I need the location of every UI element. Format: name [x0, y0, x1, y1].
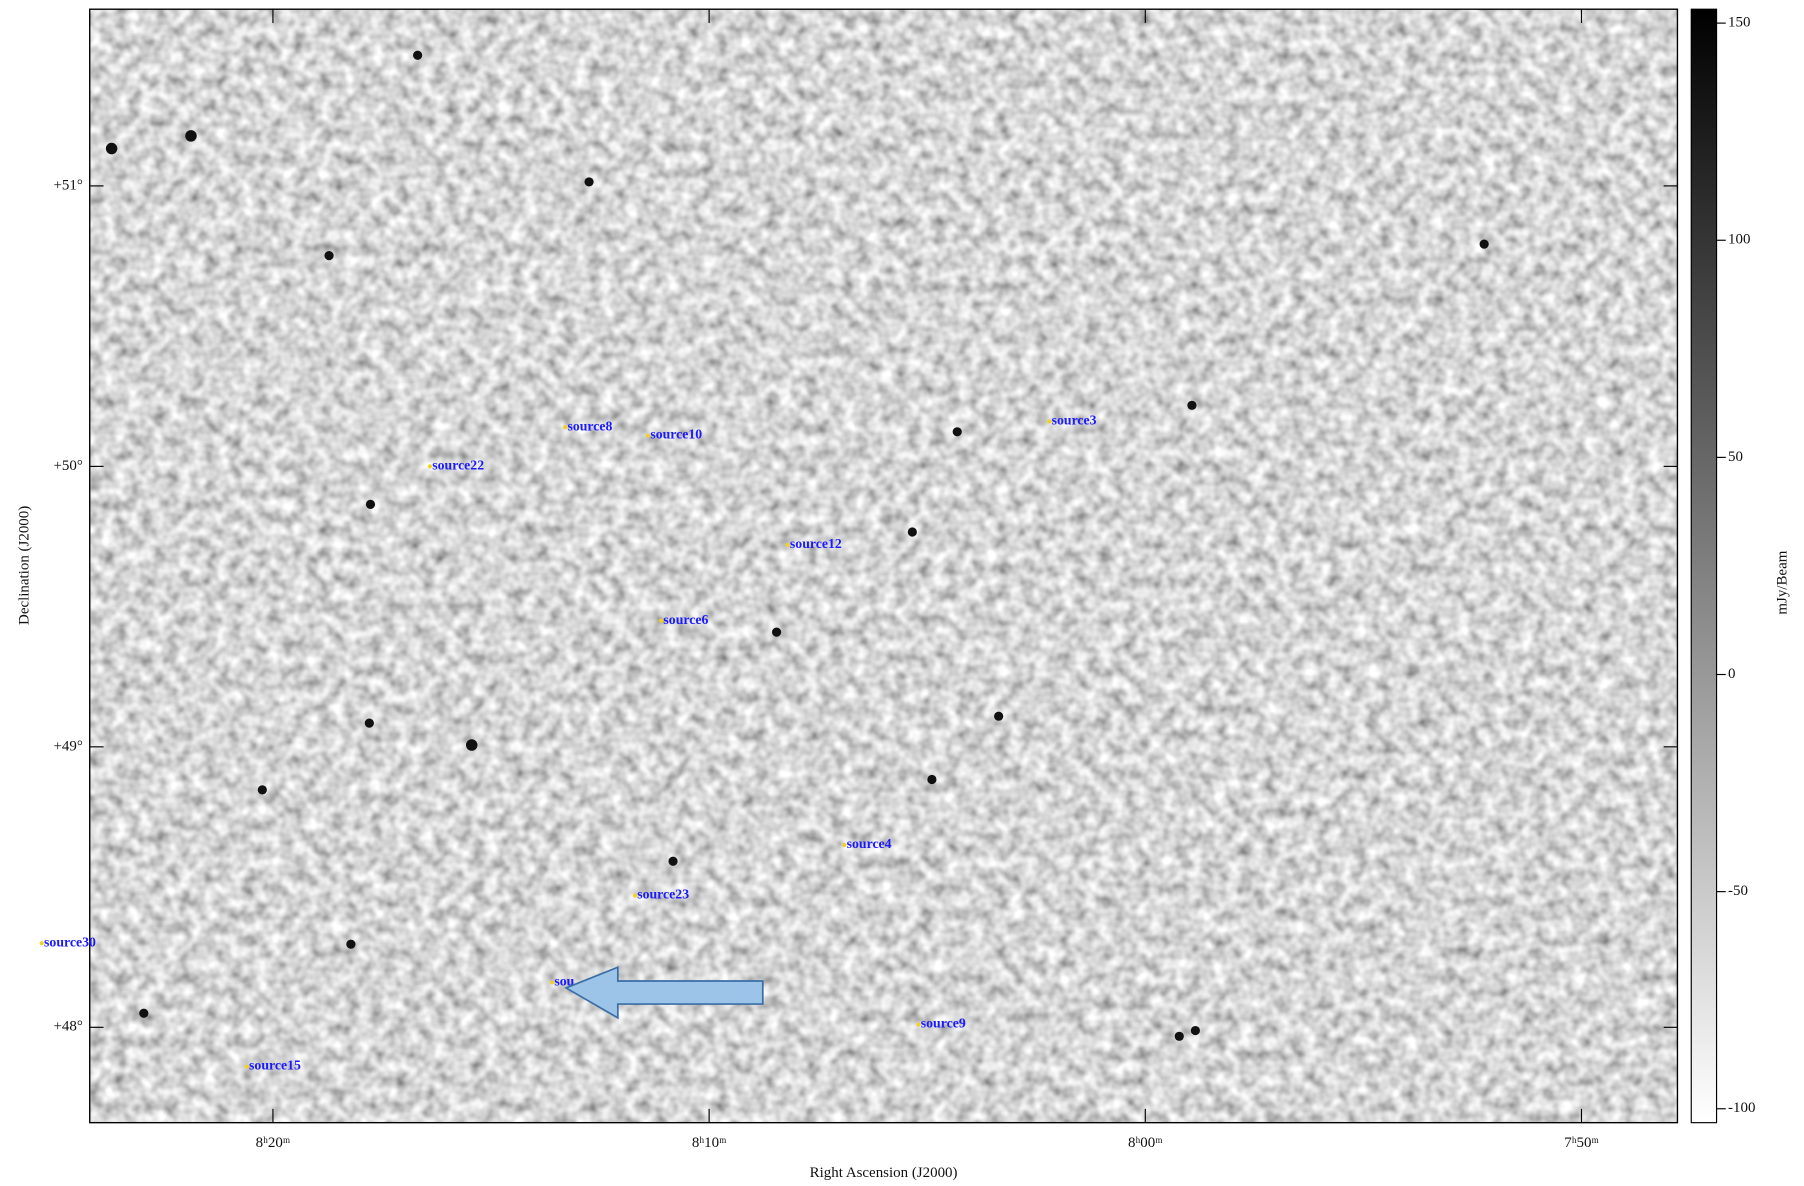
source-label: source3 — [1052, 413, 1097, 428]
colorbar-tick-label: -100 — [1728, 1100, 1755, 1116]
x-tick-label: 7ʰ50ᵐ — [1564, 1135, 1599, 1151]
source-label: source23 — [637, 887, 689, 902]
y-axis-label: Declination (J2000) — [17, 506, 33, 625]
source-label: source4 — [847, 836, 892, 851]
colorbar — [1691, 9, 1716, 1122]
colorbar-tick-label: 100 — [1728, 232, 1750, 248]
colorbar-tick-label: 50 — [1728, 449, 1743, 465]
y-tick-label: +50° — [53, 458, 82, 474]
source-label: source15 — [249, 1058, 301, 1073]
y-tick-label: +51° — [53, 177, 82, 193]
y-tick-label: +49° — [53, 738, 82, 754]
colorbar-tick-label: 0 — [1728, 666, 1735, 682]
sky-image — [90, 9, 1678, 1122]
page: {"chart_data": {"type": "image", "xlabel… — [0, 0, 1804, 1186]
x-tick-label: 8ʰ20ᵐ — [256, 1135, 291, 1151]
source-label: source9 — [921, 1016, 966, 1031]
colorbar-tick-label: 150 — [1728, 15, 1750, 31]
colorbar-tick-label: -50 — [1728, 883, 1748, 899]
source-label: source6 — [663, 612, 708, 627]
source-label: source8 — [567, 418, 612, 433]
source-label: source22 — [432, 458, 484, 473]
source-label: source30 — [44, 934, 96, 949]
y-tick-label: +48° — [53, 1019, 82, 1035]
source-label: source12 — [790, 536, 842, 551]
source-label: source10 — [650, 427, 702, 442]
x-axis-label: Right Ascension (J2000) — [810, 1165, 958, 1181]
colorbar-label: mJy/Beam — [1775, 550, 1791, 614]
x-tick-label: 8ʰ10ᵐ — [692, 1135, 727, 1151]
chart: Right Ascension (J2000) Declination (J20… — [0, 0, 1804, 1186]
x-tick-label: 8ʰ00ᵐ — [1128, 1135, 1163, 1151]
